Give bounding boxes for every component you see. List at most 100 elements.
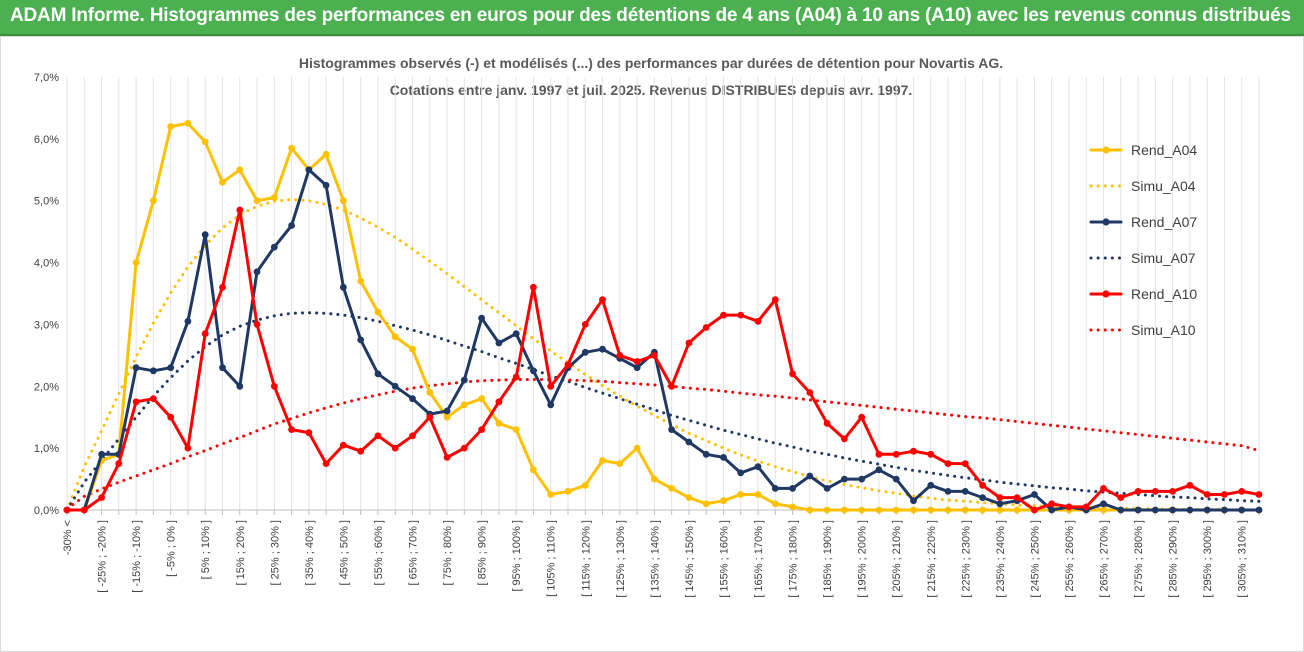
x-tick-label: [ 85% ; 90% ] xyxy=(477,520,489,585)
data-point xyxy=(599,345,606,353)
data-point xyxy=(927,481,935,489)
data-point xyxy=(564,488,572,495)
data-point xyxy=(374,370,382,378)
data-point xyxy=(1186,506,1194,514)
data-point xyxy=(1117,494,1125,501)
data-point xyxy=(409,395,416,403)
data-point xyxy=(374,432,382,440)
data-point xyxy=(996,506,1004,514)
y-tick-label: 2,0% xyxy=(34,381,59,393)
data-point xyxy=(305,166,313,174)
data-point xyxy=(1031,506,1038,514)
data-point xyxy=(478,395,485,403)
data-point xyxy=(720,454,727,461)
x-tick-label: [ 45% ; 50% ] xyxy=(338,520,350,585)
data-point xyxy=(1117,506,1125,514)
data-point xyxy=(823,420,831,427)
data-point xyxy=(236,206,244,214)
data-point xyxy=(270,194,278,202)
x-tick-label: -30% < xyxy=(62,520,74,555)
legend-label: Rend_A10 xyxy=(1131,286,1197,302)
data-point xyxy=(961,506,969,514)
x-tick-label: [ 195% ; 200% ] xyxy=(857,520,869,598)
series-line-simu-a10 xyxy=(65,378,1261,511)
y-tick-label: 6,0% xyxy=(34,134,59,146)
data-point xyxy=(789,503,796,511)
data-point xyxy=(1013,494,1021,501)
data-point xyxy=(150,395,157,403)
x-tick-label: [ 115% ; 120% ] xyxy=(580,520,592,597)
data-point xyxy=(668,485,675,492)
data-point xyxy=(219,364,226,372)
data-point xyxy=(702,500,710,508)
data-point xyxy=(357,447,365,455)
data-point xyxy=(391,382,399,390)
x-tick-label: [ 235% ; 240% ] xyxy=(995,520,1007,598)
data-point xyxy=(322,150,330,158)
data-point xyxy=(616,460,624,467)
data-point xyxy=(357,336,365,344)
data-point xyxy=(633,444,641,452)
data-point xyxy=(63,506,71,514)
x-tick-label: [ 105% ; 110% ] xyxy=(546,520,558,597)
x-tick-label: [ 125% ; 130% ] xyxy=(615,520,627,598)
data-point xyxy=(685,339,693,347)
data-point xyxy=(443,454,451,461)
x-tick-label: [ 25% ; 30% ] xyxy=(269,520,281,585)
legend-marker xyxy=(1102,218,1110,226)
data-point xyxy=(823,506,831,514)
data-point xyxy=(1238,506,1246,514)
data-point xyxy=(443,407,451,415)
data-point xyxy=(910,506,917,514)
data-point xyxy=(1100,500,1107,508)
data-point xyxy=(460,376,468,384)
x-tick-label: [ -5% ; 0% ] xyxy=(166,520,178,577)
data-point xyxy=(910,497,917,505)
y-tick-label: 1,0% xyxy=(34,443,59,455)
data-point xyxy=(132,364,140,372)
series-line-simu-a07 xyxy=(65,311,1261,512)
data-point xyxy=(581,348,589,356)
x-tick-label: [ 295% ; 300% ] xyxy=(1202,520,1214,598)
data-point xyxy=(547,382,555,390)
data-point xyxy=(806,506,814,514)
data-point xyxy=(201,231,209,239)
data-point xyxy=(443,413,451,421)
data-point xyxy=(391,444,399,452)
data-point xyxy=(1031,491,1038,498)
legend-marker xyxy=(1102,146,1110,154)
data-point xyxy=(530,466,537,474)
chart-gridlines xyxy=(66,77,1260,510)
data-point xyxy=(616,352,624,359)
data-point xyxy=(547,401,555,409)
x-tick-label: [ 305% ; 310% ] xyxy=(1237,520,1249,598)
data-point xyxy=(98,494,105,501)
x-tick-label: [ 185% ; 190% ] xyxy=(822,520,834,598)
data-point xyxy=(322,460,330,467)
data-point xyxy=(1151,506,1159,514)
data-point xyxy=(253,321,261,328)
data-point xyxy=(512,426,520,433)
data-point xyxy=(651,352,658,359)
data-point xyxy=(581,481,589,489)
data-point xyxy=(426,389,434,396)
data-point xyxy=(737,311,745,319)
data-point xyxy=(633,358,641,365)
data-point xyxy=(150,197,157,205)
y-axis: 0,0% 1,0% 2,0% 3,0% 4,0% 5,0% 6,0% 7,0% xyxy=(34,72,59,517)
series-line-rend-a07 xyxy=(65,168,1261,512)
data-point xyxy=(288,426,295,433)
data-point xyxy=(979,494,986,501)
data-point xyxy=(806,389,814,396)
data-point xyxy=(1255,491,1263,498)
data-point xyxy=(1221,506,1228,514)
data-point xyxy=(979,481,986,489)
data-point xyxy=(167,413,175,421)
data-point xyxy=(685,438,693,446)
data-point xyxy=(460,444,468,452)
data-point xyxy=(391,333,399,341)
x-tick-label: [ -15% ; -10% ] xyxy=(131,520,143,593)
y-tick-label: 7,0% xyxy=(34,72,59,84)
data-point xyxy=(236,166,244,174)
data-point xyxy=(1100,506,1107,514)
